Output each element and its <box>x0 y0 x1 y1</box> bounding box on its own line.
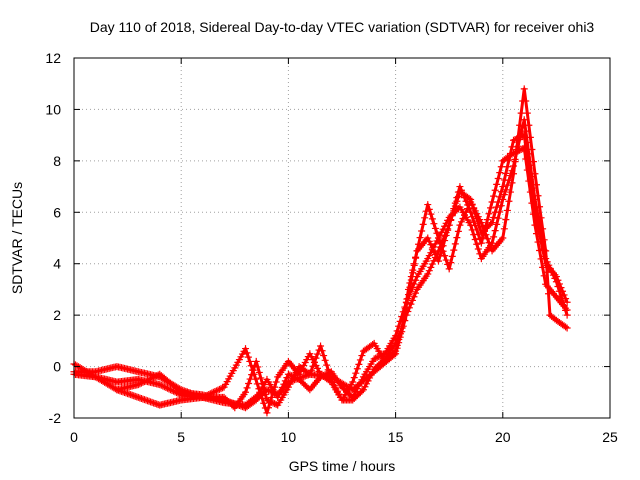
y-tick-label: 12 <box>45 50 61 66</box>
series-track-4 <box>113 144 571 412</box>
grid <box>74 58 610 418</box>
y-tick-label: 2 <box>53 307 61 323</box>
y-tick-label: 10 <box>45 101 61 117</box>
x-tick-label: 5 <box>177 429 185 445</box>
x-tick-label: 0 <box>70 429 78 445</box>
x-tick-label: 15 <box>388 429 404 445</box>
x-axis-label: GPS time / hours <box>289 458 396 474</box>
y-axis-label: SDTVAR / TECUs <box>9 182 25 294</box>
y-tick-label: 4 <box>53 256 61 272</box>
y-tick-label: 8 <box>53 153 61 169</box>
y-tick-label: 0 <box>53 359 61 375</box>
axis-ticks: 0 5 10 15 20 25 -2 0 2 4 6 8 10 12 <box>45 50 618 445</box>
x-tick-label: 10 <box>281 429 297 445</box>
x-tick-label: 25 <box>602 429 618 445</box>
plot-frame <box>73 57 611 419</box>
data-marks <box>70 85 571 417</box>
y-tick-label: -2 <box>49 410 62 426</box>
y-tick-label: 6 <box>53 204 61 220</box>
x-tick-label: 20 <box>495 429 511 445</box>
data-point-markers <box>113 144 571 412</box>
chart-title: Day 110 of 2018, Sidereal Day-to-day VTE… <box>90 19 595 35</box>
